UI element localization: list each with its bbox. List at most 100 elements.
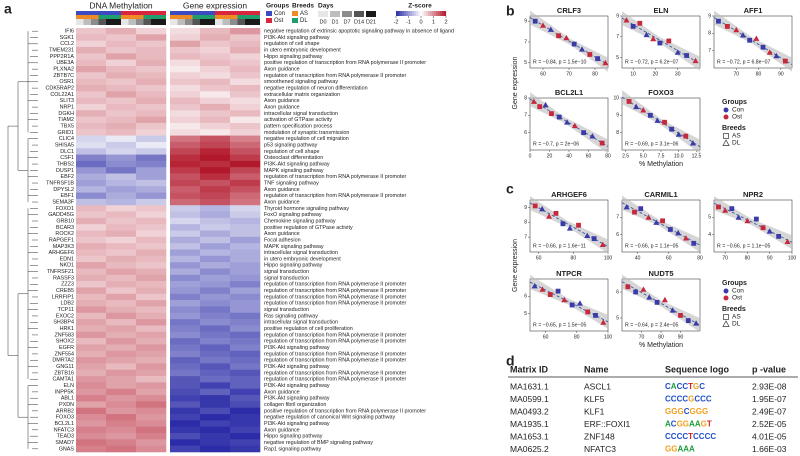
heatmap-cell — [230, 53, 261, 60]
heatmap-cell — [230, 407, 261, 415]
heatmap-cell — [136, 445, 167, 453]
heatmap-cell — [136, 116, 167, 124]
y-tick-label: 5 — [524, 311, 527, 317]
heatmap-cell — [170, 78, 201, 86]
heatmap-cell — [170, 255, 201, 263]
heatmap-cell — [106, 363, 137, 371]
heatmap-cell — [170, 319, 201, 326]
heatmap-cell — [76, 129, 107, 136]
heatmap-cell — [106, 135, 137, 143]
point — [782, 58, 788, 64]
x-tick-label: 80 — [574, 334, 580, 340]
sequence-logo: CACCTGC — [665, 382, 705, 391]
heatmap-cell — [230, 198, 261, 206]
legend-label: AS — [732, 314, 741, 321]
heatmap-cell — [200, 160, 231, 168]
point — [569, 302, 575, 308]
heatmap-cell — [106, 287, 137, 295]
heatmap-cell — [170, 338, 201, 345]
point — [549, 111, 554, 116]
heatmap-cell — [200, 243, 231, 250]
point — [571, 41, 577, 47]
heatmap-cell — [170, 46, 201, 54]
point — [553, 210, 559, 216]
annotation-day — [245, 19, 253, 25]
gene-label: CLIC4 — [59, 136, 74, 142]
heatmap-cell — [136, 395, 167, 402]
point — [640, 107, 647, 113]
heatmap-cell — [200, 357, 231, 364]
annotation-group — [143, 11, 151, 15]
gene-label: CAMTA1 — [53, 377, 74, 383]
annotation-breed — [98, 15, 106, 19]
heatmap-cell — [106, 173, 137, 181]
legend-label: Con — [274, 11, 285, 17]
gene-label: FOXO1 — [56, 206, 74, 212]
y-tick-label: 9 — [524, 19, 527, 25]
heatmap-cell — [200, 65, 231, 73]
heatmap-cell — [76, 401, 107, 409]
gene-label: SH3BP4 — [53, 320, 74, 326]
heatmap-cell — [200, 186, 231, 193]
heatmap-cell — [170, 281, 201, 288]
y-tick-label: 7 — [524, 113, 527, 119]
y-axis-label: Gene expression — [512, 239, 519, 292]
heatmap-cell — [170, 420, 201, 427]
colorbar — [430, 11, 433, 16]
heatmap-cell — [200, 395, 231, 402]
colorbar — [440, 11, 443, 16]
point — [579, 46, 585, 52]
table-cell: 2.93E-08 — [752, 381, 787, 391]
point — [747, 37, 753, 43]
pathway-label: negative regulation of cell migration — [264, 136, 349, 142]
heatmap-cell — [230, 300, 261, 307]
pathway-label: Axon guidance — [264, 199, 300, 205]
heatmap-cell — [136, 369, 167, 377]
annotation-day — [222, 19, 230, 25]
heatmap-cell — [136, 382, 167, 390]
legend-swatch — [292, 18, 298, 23]
heatmap-cell — [170, 426, 201, 434]
gene-label: ABL1 — [61, 396, 74, 402]
gene-label: PXDN — [59, 402, 74, 408]
pathway-label: MAPK signaling pathway — [264, 168, 324, 174]
heatmap-cell — [106, 192, 137, 200]
point — [547, 26, 554, 32]
legend-swatch — [342, 11, 352, 17]
point — [593, 313, 598, 318]
gene-label: TNFRSF21 — [47, 269, 74, 275]
gene-label: ELN — [64, 383, 75, 389]
gene-label: CSF1 — [60, 155, 74, 161]
heatmap-cell — [136, 388, 167, 396]
heatmap-cell — [230, 224, 261, 231]
point — [684, 53, 690, 58]
point — [584, 232, 591, 239]
panel-label: b — [506, 3, 515, 19]
point — [563, 34, 570, 41]
pathway-label: negative regulation of neuron differenti… — [264, 86, 368, 92]
gene-label: TEAD3 — [57, 434, 74, 440]
x-tick-label: 80 — [571, 255, 577, 261]
heatmap-cell — [106, 243, 137, 250]
heatmap-cell — [76, 192, 107, 200]
heatmap-cell — [200, 205, 231, 212]
heatmap-cell — [76, 331, 107, 339]
legend-title: Groups — [266, 3, 289, 10]
heatmap-cell — [76, 236, 107, 244]
table-cell: 2.52E-05 — [752, 419, 787, 429]
heatmap-cell — [170, 198, 201, 206]
heatmap-cell — [136, 344, 167, 352]
annotation-group — [170, 11, 178, 15]
x-tick-label: 40 — [635, 255, 641, 261]
colorbar — [436, 11, 439, 16]
heatmap-cell — [200, 110, 231, 117]
heatmap-cell — [76, 34, 107, 41]
heatmap-cell — [200, 167, 231, 174]
annotation-breed — [83, 15, 91, 19]
heatmap-cell — [136, 211, 167, 219]
x-tick-label: 7.5 — [658, 153, 665, 159]
pathway-label: in utero embryonic development — [264, 48, 341, 54]
pathway-label: positive regulation of cell proliferatio… — [264, 326, 353, 332]
heatmap-cell — [200, 433, 231, 440]
heatmap-cell — [76, 167, 107, 174]
